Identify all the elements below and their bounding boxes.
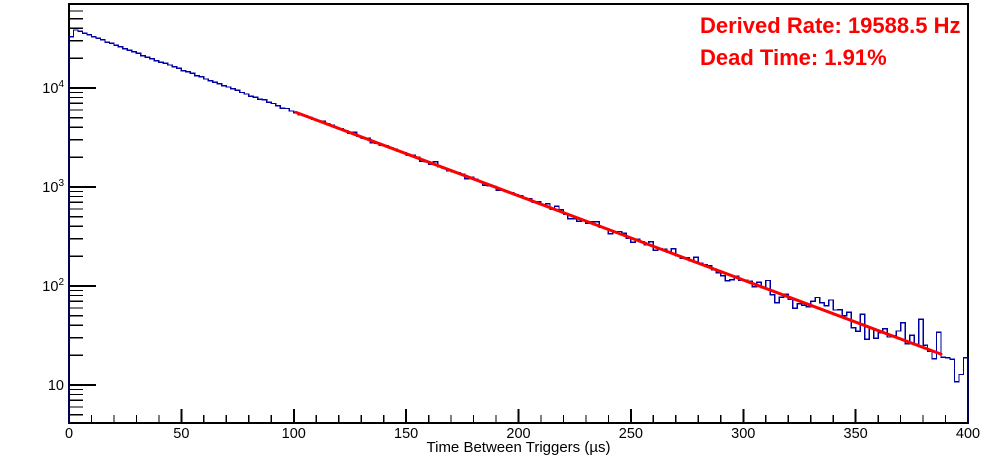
- y-tick-label: 103: [42, 178, 64, 196]
- x-tick-label: 50: [173, 426, 189, 442]
- x-axis-tick-labels: 0 50 100 150 200 250 300 350 400: [65, 426, 980, 442]
- x-tick-label: 0: [65, 426, 73, 442]
- dead-time-text: Dead Time: 1.91%: [700, 45, 887, 70]
- x-axis-ticks: [68, 409, 969, 422]
- x-tick-label: 200: [506, 426, 530, 442]
- x-tick-label: 350: [844, 426, 868, 442]
- y-tick-label: 10: [48, 378, 64, 394]
- x-tick-label: 300: [731, 426, 755, 442]
- histogram-line: [68, 29, 969, 423]
- y-tick-label: 104: [42, 79, 64, 97]
- x-tick-label: 100: [282, 426, 306, 442]
- x-tick-label: 150: [394, 426, 418, 442]
- y-axis-tick-labels: 10 102 103 104: [42, 79, 64, 394]
- fit-line: [294, 110, 943, 356]
- y-tick-label: 102: [42, 277, 64, 295]
- x-tick-label: 250: [619, 426, 643, 442]
- y-axis-ticks: [70, 3, 96, 416]
- x-axis-title: Time Between Triggers (µs): [426, 439, 611, 456]
- x-tick-label: 400: [956, 426, 980, 442]
- derived-rate-text: Derived Rate: 19588.5 Hz: [700, 13, 961, 38]
